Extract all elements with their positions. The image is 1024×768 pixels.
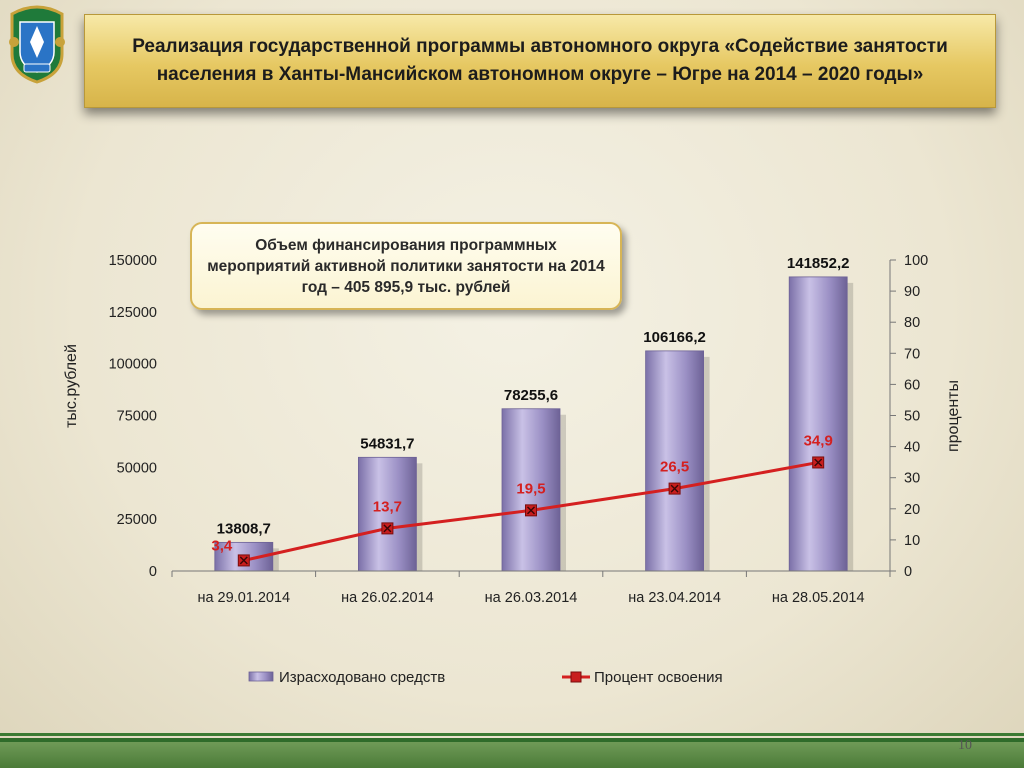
y-tick-label: 75000 [117,409,157,425]
y2-tick-label: 70 [904,346,920,362]
y-tick-label: 100000 [109,357,157,373]
x-tick-label: на 26.02.2014 [341,590,434,606]
y-tick-label: 125000 [109,305,157,321]
percent-marker-cross [670,484,679,493]
y2-axis-label: проценты [945,380,962,452]
legend-line-marker [570,671,582,683]
footer-bar [0,733,1024,768]
percent-marker-cross [239,556,248,565]
bar-3 [501,408,561,572]
slide-title: Реализация государственной программы авт… [84,14,996,108]
bar-2 [357,456,417,572]
y-axis-label: тыс.рублей [63,344,80,428]
y2-tick-label: 20 [904,502,920,518]
y2-tick-label: 60 [904,377,920,393]
percent-value-label: 34,9 [804,432,833,449]
financing-callout: Объем финансирования программных меропри… [190,222,622,310]
bar-4 [645,350,704,572]
percent-value-label: 19,5 [516,480,545,497]
percent-marker-cross [383,524,392,533]
legend-bar-swatch [248,671,274,682]
y-tick-label: 0 [149,564,157,580]
page-number: 10 [958,738,972,753]
y2-tick-label: 10 [904,533,920,549]
percent-marker-cross [527,506,535,515]
coat-of-arms-emblem [4,2,70,84]
bar-value-label: 54831,7 [360,435,414,452]
y2-tick-label: 30 [904,471,920,487]
y2-tick-label: 50 [904,409,920,425]
bar-5 [788,276,848,572]
y2-tick-label: 90 [904,284,920,300]
y-tick-label: 25000 [117,512,157,528]
x-tick-label: на 26.03.2014 [485,590,578,606]
y2-tick-label: 100 [904,253,928,269]
bar-value-label: 106166,2 [643,329,706,346]
bar-value-label: 141852,2 [787,255,850,272]
legend-bar-label: Израсходовано средств [279,669,445,686]
legend-line-label: Процент освоения [594,669,723,686]
x-tick-label: на 28.05.2014 [772,590,865,606]
bar-value-label: 13808,7 [217,520,271,537]
y2-tick-label: 40 [904,440,920,456]
percent-value-label: 13,7 [373,498,402,515]
x-tick-label: на 23.04.2014 [628,590,721,606]
y2-tick-label: 80 [904,315,920,331]
y2-tick-label: 0 [904,564,912,580]
percent-marker-cross [814,458,823,467]
percent-value-label: 26,5 [660,459,689,476]
y-tick-label: 150000 [109,253,157,269]
bar-value-label: 78255,6 [504,387,558,404]
x-tick-label: на 29.01.2014 [197,590,290,606]
percent-value-label: 3,4 [211,537,233,554]
y-tick-label: 50000 [117,460,157,476]
